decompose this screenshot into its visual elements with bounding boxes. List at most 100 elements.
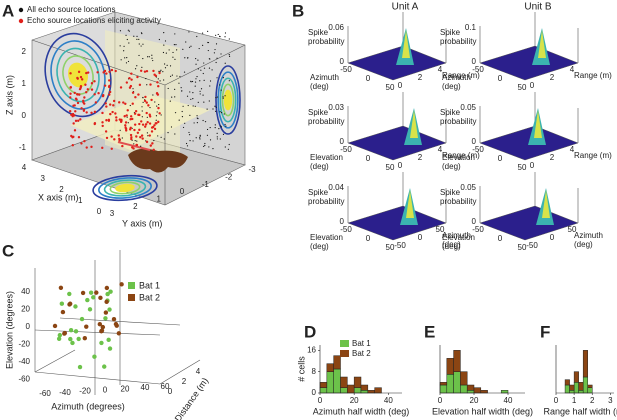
axis-label: Azimuth (degrees) [51,401,125,411]
echo-point-active [146,121,149,124]
echo-point [138,54,140,57]
tick-label: 0 [26,322,31,331]
echo-point [199,138,201,140]
echo-point-active [138,113,141,117]
bar [446,358,454,375]
echo-point [209,126,211,129]
tick-label: 60 [161,382,170,391]
echo-point [123,50,125,52]
echo-point-active [144,95,147,99]
panel-letter: D [304,322,316,341]
echo-point [126,38,128,41]
contour [223,89,233,111]
bar [347,384,355,394]
bat1-point [68,336,73,342]
echo-point [208,58,211,60]
bar [573,371,579,383]
echo-point [173,44,175,46]
echo-point [219,35,221,37]
echo-point [215,43,218,45]
bar [578,390,584,394]
echo-point-active [77,136,81,139]
bat2-point [58,285,64,290]
tick-label: 0 [550,233,555,242]
bar [578,382,584,391]
echo-point-active [86,88,90,91]
echo-point [140,32,143,34]
tick-label: 50 [518,83,527,92]
echo-point-active [135,143,138,147]
echo-point [196,121,198,124]
echo-point-active [90,88,94,91]
tick-label: -50 [472,225,484,234]
tick-label: 40 [384,396,393,405]
echo-point-active [119,86,123,89]
echo-point [165,52,167,54]
contour [217,71,239,129]
tick-label: 0 [498,154,503,163]
echo-point [195,63,197,65]
legend-label: Bat 2 [139,292,160,302]
tick-label: 0 [554,396,559,405]
tick-label: 2 [590,396,595,405]
surface-floor [479,45,579,81]
echo-point [219,111,221,113]
tick-label: 1 [572,396,577,405]
echo-point-active [104,102,107,105]
echo-point-active [124,121,128,124]
echo-point [174,58,176,60]
echo-point [190,45,192,47]
echo-point [138,43,140,45]
echo-point [125,34,127,36]
echo-point [188,46,191,48]
bat1-point [56,336,62,342]
echo-point [126,57,128,59]
label: probability [308,197,344,206]
label: probability [440,117,476,126]
echo-point-active [135,135,138,138]
tick-label: -20 [79,387,91,396]
label: probability [308,37,344,46]
echo-point [119,45,121,47]
axis-label: Elevation half width (deg) [432,406,533,416]
echo-point-active [108,90,112,94]
echo-point-active [72,104,75,107]
echo-point [199,93,201,95]
echo-point-active [130,136,133,139]
echo-point [147,135,149,137]
tick-label: 1 [78,196,83,205]
echo-point [188,134,191,136]
echo-point [186,145,189,147]
echo-point [169,75,172,77]
echo-point [199,80,201,82]
bar [460,384,468,394]
label: Elevation [442,153,475,162]
axis-label: Range half width (m) [543,406,617,416]
tick-label: 50 [568,225,577,234]
tick-label: 50 [436,225,445,234]
echo-point [181,90,183,92]
tick-label: 0 [438,396,443,405]
bat1-point [79,316,85,322]
echo-point [179,75,181,78]
bat1-point [70,340,75,346]
echo-point [219,84,221,86]
tick-label: 50 [386,243,395,252]
tick-label: 2 [550,73,555,82]
bar [439,382,448,386]
echo-point-active [90,145,93,149]
label: Spike [308,188,329,197]
echo-point-active [133,128,136,132]
echo-point-active [111,110,114,114]
echo-point-active [93,121,97,125]
contour [44,32,112,118]
contour [56,47,100,103]
panel-letter: B [292,1,304,20]
echo-point [224,32,227,34]
echo-point [160,114,162,116]
bar [367,390,375,394]
tick-label: 16 [307,345,316,354]
echo-point-active [85,146,88,149]
contour [62,55,94,95]
echo-point-active [93,110,97,114]
